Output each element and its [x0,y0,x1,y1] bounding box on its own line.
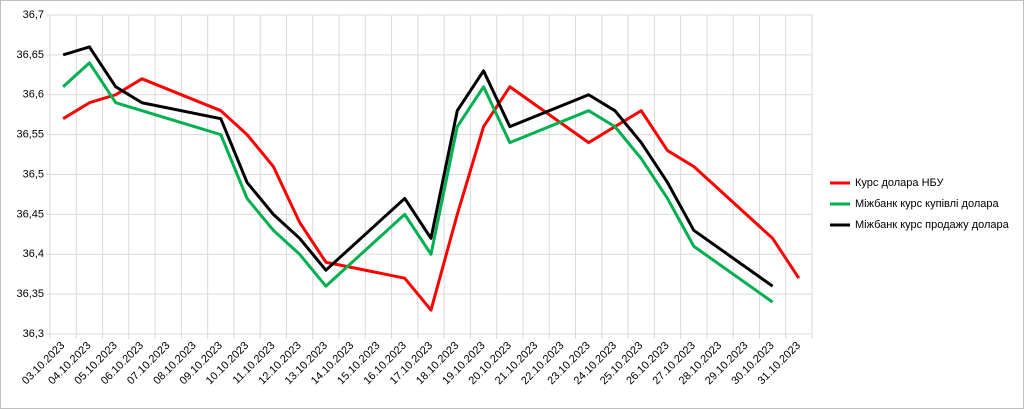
line [62,45,774,288]
legend-label: Міжбанк курс купівлі долара [855,198,999,210]
y-tick-label: 36,3 [23,328,44,340]
y-tick-label: 36,7 [23,9,44,21]
y-tick-label: 36,65 [16,49,44,61]
y-tick-label: 36,35 [16,288,44,300]
legend-label: Міжбанк курс продажу долара [855,219,1010,231]
legend-label: Курс долара НБУ [855,177,944,189]
y-tick-label: 36,5 [23,168,44,180]
y-tick-label: 36,45 [16,208,44,220]
y-tick-label: 36,4 [23,248,44,260]
y-tick-label: 36,55 [16,129,44,141]
line [62,77,801,312]
y-tick-label: 36,6 [23,89,44,101]
line [62,61,774,304]
